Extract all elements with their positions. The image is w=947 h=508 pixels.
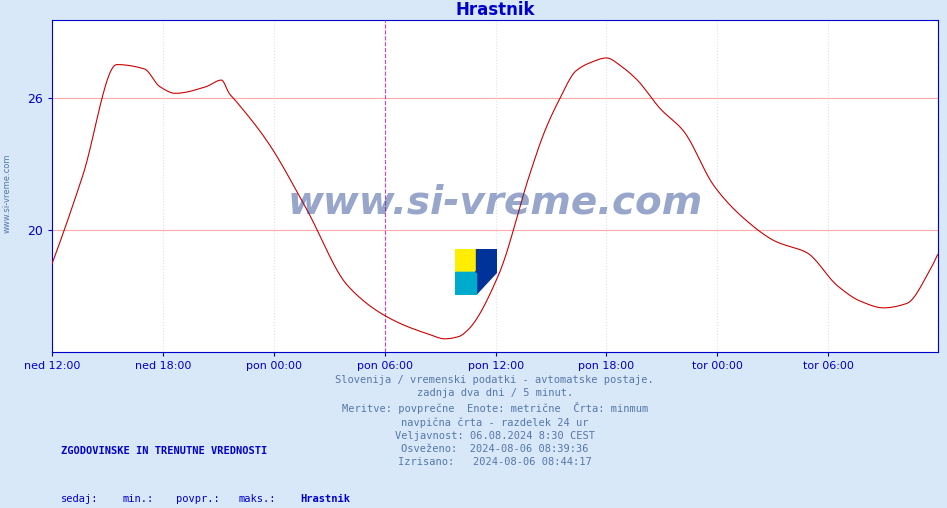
Text: Slovenija / vremenski podatki - avtomatske postaje.
zadnja dva dni / 5 minut.
Me: Slovenija / vremenski podatki - avtomats… <box>335 375 654 467</box>
Polygon shape <box>455 249 497 272</box>
Text: www.si-vreme.com: www.si-vreme.com <box>287 184 703 222</box>
Polygon shape <box>476 249 497 272</box>
Polygon shape <box>476 272 497 295</box>
Polygon shape <box>455 272 476 295</box>
Text: povpr.:: povpr.: <box>176 494 220 504</box>
Polygon shape <box>455 272 476 295</box>
Text: ZGODOVINSKE IN TRENUTNE VREDNOSTI: ZGODOVINSKE IN TRENUTNE VREDNOSTI <box>61 446 267 456</box>
Polygon shape <box>476 249 497 272</box>
Title: Hrastnik: Hrastnik <box>456 1 534 19</box>
Text: sedaj:: sedaj: <box>61 494 98 504</box>
Text: min.:: min.: <box>123 494 154 504</box>
Text: www.si-vreme.com: www.si-vreme.com <box>3 153 12 233</box>
Text: maks.:: maks.: <box>238 494 276 504</box>
Text: Hrastnik: Hrastnik <box>300 494 350 504</box>
